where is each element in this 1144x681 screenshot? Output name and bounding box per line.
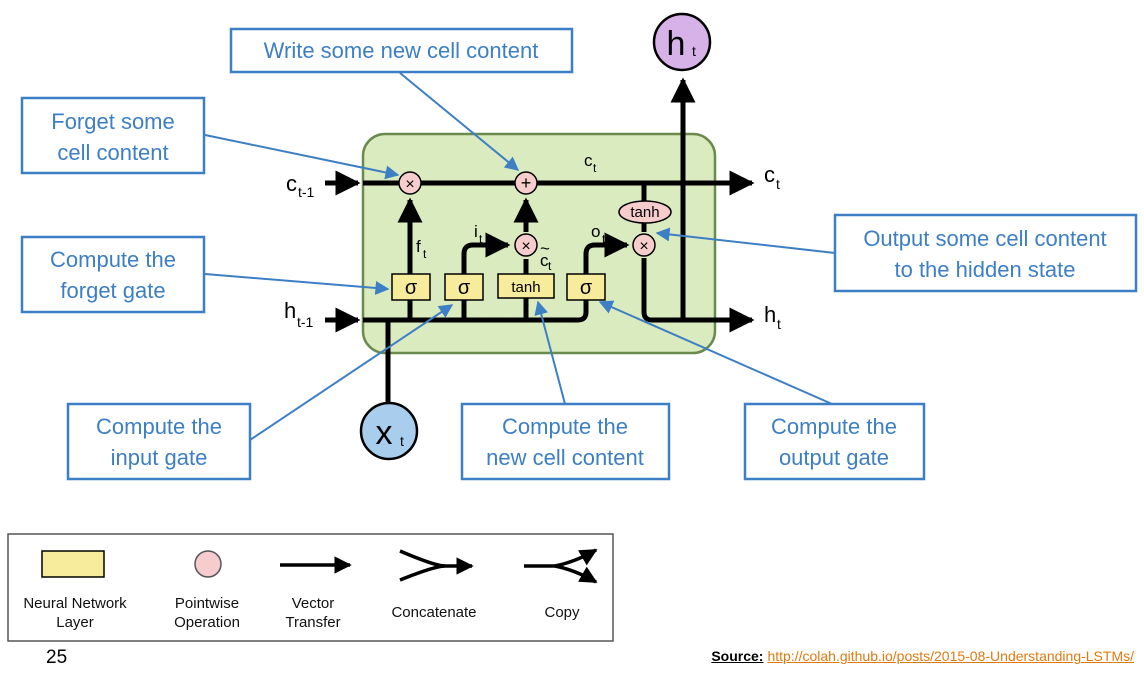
callout-write-cell: Write some new cell content [229, 27, 574, 74]
c-mid-main: c [584, 151, 593, 170]
output-multiply-symbol: × [639, 238, 648, 255]
c-out-main: c [764, 162, 775, 187]
callout-new-content-line1: Compute the [502, 414, 628, 439]
c-prev-main: c [286, 171, 297, 196]
forget-gate-sigma: σ [405, 277, 418, 299]
callout-new-content: Compute the new cell content [460, 402, 671, 481]
c-mid-sub: t [593, 161, 597, 175]
legend-layer-label-2: Layer [56, 614, 94, 631]
input-multiply-op: × [514, 233, 538, 257]
source-link[interactable]: http://colah.github.io/posts/2015-08-Und… [767, 648, 1134, 664]
legend-layer-swatch [41, 550, 105, 578]
h-prev-label: h t-1 [284, 298, 314, 330]
f-main: f [416, 237, 421, 256]
c-prev-label: c t-1 [286, 171, 315, 200]
callout-output-gate: Compute the output gate [743, 402, 926, 481]
callout-connectors [204, 72, 836, 441]
callout-output-gate-line2: output gate [779, 445, 889, 470]
legend-copy-label: Copy [544, 604, 580, 621]
h-top-main: h [667, 25, 686, 63]
legend-frame [7, 533, 614, 642]
x-in-main: x [376, 414, 393, 452]
f-sub: t [423, 247, 427, 261]
legend-pointwise-label-2: Operation [174, 614, 240, 631]
c-out-label: c t [764, 162, 780, 192]
input-multiply-symbol: × [521, 238, 530, 255]
legend-vector-label-1: Vector [292, 595, 335, 612]
callout-forget-gate: Compute the forget gate [20, 235, 206, 314]
o-label: o t [591, 222, 606, 246]
legend-pointwise-label-1: Pointwise [175, 595, 239, 612]
h-out-sub: t [777, 316, 781, 332]
candidate-tanh-layer: tanh [497, 273, 555, 299]
output-gate-sigma: σ [580, 277, 593, 299]
i-main: i [474, 222, 478, 241]
callout-output-content-line1: Output some cell content [863, 226, 1106, 251]
output-gate-layer: σ [566, 273, 606, 301]
callout-forget-content-line1: Forget some [51, 109, 175, 134]
callout-forget-content-line2: cell content [57, 140, 168, 165]
i-sub: t [479, 232, 483, 246]
legend-copy-arrow [524, 548, 598, 584]
source-label: Source: [711, 648, 764, 664]
callout-output-gate-line1: Compute the [771, 414, 897, 439]
c-out-sub: t [776, 176, 780, 192]
i-label: i t [474, 222, 483, 246]
forget-gate-layer: σ [391, 273, 431, 301]
callout-write-text: Write some new cell content [264, 38, 539, 63]
h-top-sub: t [692, 43, 696, 59]
c-tilde-sub: t [548, 259, 552, 273]
callout-input-gate-line2: input gate [111, 445, 208, 470]
callout-new-content-line2: new cell content [486, 445, 644, 470]
c-tilde-mark: ~ [540, 239, 550, 258]
callout-input-gate-line1: Compute the [96, 414, 222, 439]
legend-concat-label: Concatenate [391, 604, 476, 621]
f-label: f t [416, 237, 427, 261]
callout-input-gate: Compute the input gate [66, 402, 252, 481]
callout-output-content-line2: to the hidden state [894, 257, 1075, 282]
callout-forget-gate-line1: Compute the [50, 247, 176, 272]
source-citation: Source: http://colah.github.io/posts/2015… [711, 648, 1134, 664]
h-prev-sub: t-1 [297, 314, 314, 330]
output-tanh-op: tanh [618, 200, 672, 224]
forget-multiply-op: × [398, 171, 422, 195]
output-tanh-label: tanh [630, 204, 659, 221]
x-input-node: x t [359, 401, 419, 461]
callout-output-content: Output some cell content to the hidden s… [833, 213, 1138, 293]
callout-forget-content: Forget some cell content [20, 96, 206, 175]
h-output-node: h t [652, 12, 712, 72]
c-tilde-label: ~ c t [540, 239, 552, 273]
callout-forget-gate-line2: forget gate [60, 278, 165, 303]
output-multiply-op: × [632, 233, 656, 257]
o-sub: t [602, 232, 606, 246]
o-main: o [591, 222, 600, 241]
page-number: 25 [46, 647, 68, 668]
cell-add-op: + [514, 171, 538, 195]
h-out-label: h t [764, 302, 781, 332]
input-gate-layer: σ [444, 273, 484, 301]
legend-pointwise-swatch [194, 550, 222, 578]
forget-multiply-symbol: × [405, 176, 414, 193]
input-gate-sigma: σ [458, 277, 471, 299]
c-mid-label: c t [584, 151, 597, 175]
h-prev-main: h [284, 298, 296, 323]
legend-concat-arrow [399, 549, 474, 582]
c-tilde-main: c [540, 251, 549, 270]
legend-layer-label-1: Neural Network [23, 595, 127, 612]
legend-vector-label-2: Transfer [285, 614, 340, 631]
x-in-sub: t [400, 433, 404, 449]
h-out-main: h [764, 302, 776, 327]
c-prev-sub: t-1 [298, 184, 315, 200]
candidate-tanh-label: tanh [511, 279, 540, 296]
legend: Neural Network Layer Pointwise Operation… [7, 533, 614, 642]
cell-add-symbol: + [521, 173, 532, 193]
input-flow-lines [325, 77, 755, 405]
